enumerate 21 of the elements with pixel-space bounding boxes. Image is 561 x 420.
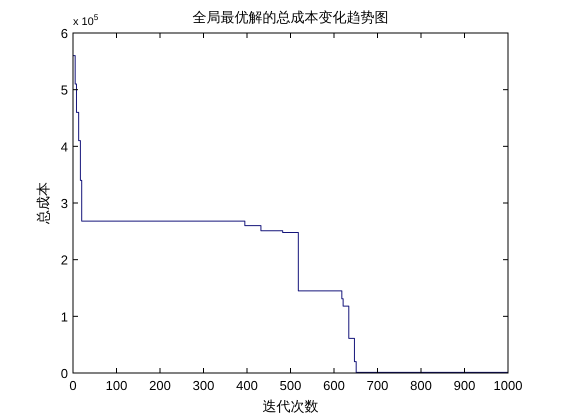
x-tick-label: 600	[323, 378, 345, 393]
x-axis-title: 迭代次数	[262, 398, 318, 414]
y-tick-label: 1	[60, 309, 68, 324]
y-tick-label: 4	[60, 139, 68, 154]
chart-title: 全局最优解的总成本变化趋势图	[192, 9, 388, 25]
x-tick-label: 200	[149, 378, 171, 393]
text: x 10$^{5}$	[73, 13, 99, 28]
x-tick-label: 300	[192, 378, 214, 393]
x-tick-label: 100	[106, 378, 128, 393]
y-tick-label: 0	[60, 366, 68, 381]
x-tick-label: 800	[410, 378, 432, 393]
y-axis-title: 总成本	[35, 182, 51, 225]
y-tick-label: 5	[60, 82, 68, 98]
x-tick-label: 900	[454, 378, 476, 393]
x-tick-label: 1000	[494, 378, 522, 393]
x-tick-label: 400	[236, 378, 258, 393]
y-tick-label: 2	[60, 252, 68, 268]
x-tick-label: 500	[280, 378, 302, 393]
x-tick-label: 700	[366, 378, 388, 393]
y-tick-label: 6	[60, 26, 68, 41]
y-tick-label: 3	[60, 196, 68, 211]
